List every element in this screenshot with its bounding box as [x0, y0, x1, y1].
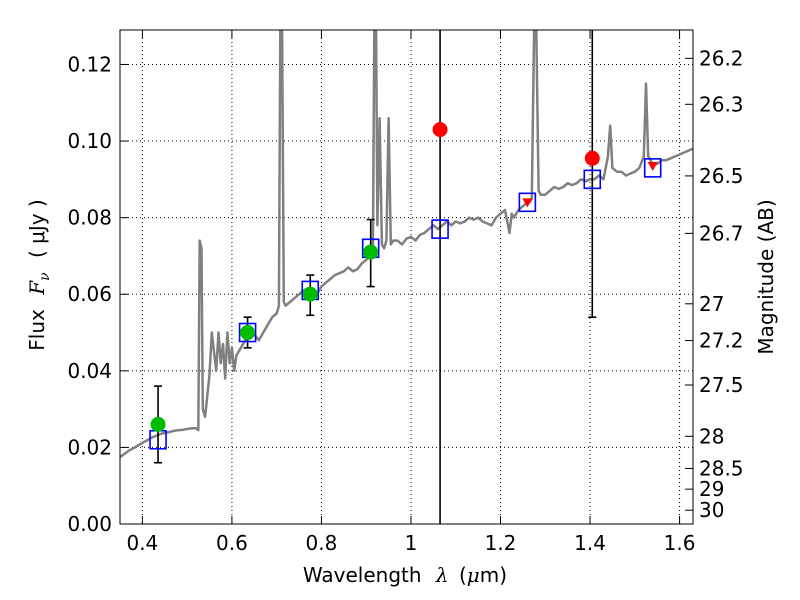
- y-tick-label: 0.02: [67, 435, 112, 459]
- model-photometry-square: [238, 322, 257, 343]
- model-photometry-square: [583, 169, 602, 190]
- mag-tick-label: 30: [699, 498, 724, 522]
- non-detection-point: [522, 198, 533, 208]
- y-tick-label: 0.00: [67, 512, 112, 536]
- detection-point: [302, 286, 318, 302]
- plot-content: [120, 30, 693, 524]
- y-tick-label: 0.04: [67, 359, 112, 383]
- non-detection-point: [584, 150, 600, 166]
- mag-tick-label: 27.2: [699, 329, 744, 353]
- mag-tick-label: 29: [699, 477, 724, 501]
- x-tick-label: 0.6: [216, 531, 248, 555]
- y2-axis-label: Magnitude (AB): [754, 199, 778, 354]
- mag-tick-label: 26.5: [699, 164, 744, 188]
- detection-point: [363, 244, 379, 260]
- axis-ticks: 0.4 0.6 0.8 1 1.2 1.4 1.6 0.00 0.02 0.04 0.06 0.08 0…: [67, 30, 744, 555]
- x-tick-label: 1: [405, 531, 418, 555]
- mag-tick-label: 28.5: [699, 456, 744, 480]
- mag-tick-label: 26.2: [699, 46, 744, 70]
- y-tick-label: 0.10: [67, 129, 112, 153]
- model-photometry-square: [518, 192, 537, 213]
- mag-tick-label: 28: [699, 424, 724, 448]
- model-spectrum-line: [120, 30, 693, 459]
- y-tick-label: 0.08: [67, 206, 112, 230]
- x-tick-label: 0.4: [126, 531, 158, 555]
- y-tick-label: 0.06: [67, 282, 112, 306]
- x-tick-label: 0.8: [306, 531, 338, 555]
- mag-tick-label: 26.7: [699, 221, 744, 245]
- mag-tick-label: 27.5: [699, 373, 744, 397]
- y-axis-label: Flux Fν ( μJy ): [25, 199, 54, 350]
- x-tick-label: 1.6: [664, 531, 696, 555]
- detection-point: [240, 325, 256, 341]
- x-axis-label: Wavelength λ (μm): [303, 563, 507, 587]
- plot-area: [120, 30, 693, 525]
- model-photometry-square: [643, 158, 662, 178]
- y-tick-label: 0.12: [67, 52, 112, 76]
- model-photometry-square: [431, 219, 449, 239]
- x-tick-label: 1.4: [574, 531, 606, 555]
- non-detection-point: [647, 161, 658, 171]
- plot-frame: [119, 29, 694, 525]
- non-detection-point: [432, 122, 448, 138]
- detection-point: [150, 416, 166, 432]
- x-tick-label: 1.2: [485, 531, 517, 555]
- mag-tick-label: 26.3: [699, 92, 744, 116]
- mag-tick-label: 27: [699, 292, 724, 316]
